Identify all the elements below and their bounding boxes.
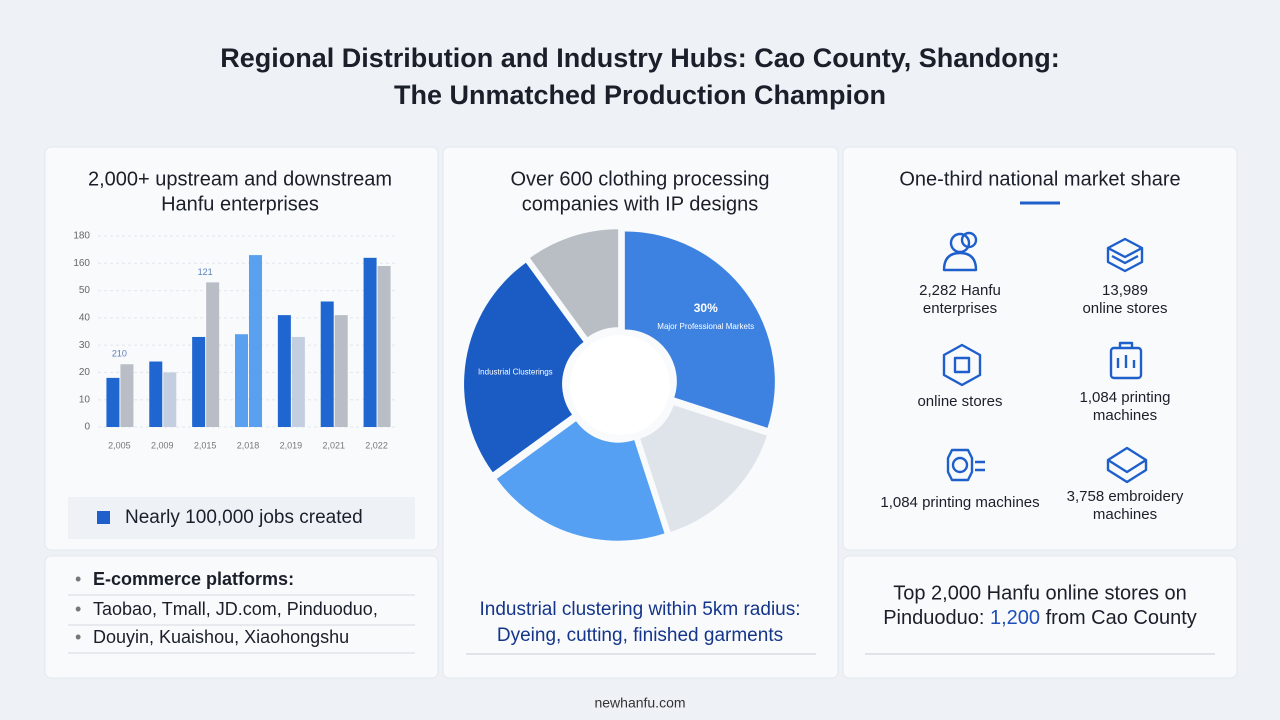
title: The Unmatched Production Champion	[394, 80, 886, 110]
legend-swatch	[97, 511, 110, 524]
platform-item: Taobao, Tmall, JD.com, Pinduoduo,	[93, 599, 378, 619]
x-tick-label: 2,018	[237, 440, 260, 450]
caption: Dyeing, cutting, finished garments	[497, 625, 783, 646]
legend-box	[68, 497, 415, 539]
bar	[206, 282, 220, 427]
icon-embroidery	[1106, 446, 1148, 484]
panel-heading: 2,000+ upstream and downstream	[88, 168, 392, 190]
bar	[106, 377, 120, 427]
market-item: online stores	[1082, 300, 1167, 317]
market-item: 2,282 Hanfu	[919, 282, 1001, 299]
pie-segment	[624, 231, 775, 428]
annotation: 210	[112, 349, 127, 359]
pie-segment	[496, 421, 665, 541]
x-tick-label: 2,009	[151, 440, 174, 450]
bar	[334, 315, 348, 427]
market-item: online stores	[917, 393, 1002, 410]
bullet: •	[75, 599, 81, 619]
x-tick-label: 2,005	[108, 440, 131, 450]
stores-text: Pinduoduo: 1,200 from Cao County	[883, 607, 1197, 629]
y-tick-label: 20	[79, 367, 91, 378]
bullet: •	[75, 627, 81, 647]
stores-text: Pinduoduo:	[883, 607, 990, 629]
stores-text: from Cao County	[1040, 607, 1197, 629]
bar	[192, 336, 206, 427]
x-tick-label: 2,019	[280, 440, 303, 450]
market-item: machines	[1093, 407, 1157, 424]
y-tick-label: 40	[79, 312, 91, 323]
panel-heading: Over 600 clothing processing	[510, 168, 769, 190]
pie-segment	[464, 262, 584, 473]
pie-hole	[570, 335, 670, 435]
icon-gear	[946, 448, 985, 482]
market-item: enterprises	[923, 300, 997, 317]
icon-store	[1106, 237, 1144, 273]
bar	[277, 315, 291, 427]
title: Regional Distribution and Industry Hubs:…	[220, 43, 1059, 73]
market-item: 3,758 embroidery	[1067, 488, 1184, 505]
bar	[377, 266, 391, 427]
bar	[363, 257, 377, 427]
market-item: 13,989	[1102, 282, 1148, 299]
footer: newhanfu.com	[594, 695, 685, 711]
market-item: 1,084 printing machines	[880, 494, 1039, 511]
bar	[249, 255, 262, 427]
y-tick-label: 50	[79, 285, 91, 296]
bar	[163, 372, 177, 427]
bar	[120, 364, 134, 427]
panel-heading: companies with IP designs	[522, 193, 758, 215]
y-tick-label: 0	[84, 422, 90, 433]
segment-label: Industrial Clusterings	[478, 368, 553, 377]
legend-text: Nearly 100,000 jobs created	[125, 507, 363, 528]
icon-machine	[1109, 341, 1143, 380]
panel-heading: One-third national market share	[899, 168, 1180, 190]
y-tick-label: 180	[73, 231, 90, 242]
bar	[149, 361, 163, 427]
panel	[44, 555, 439, 679]
icon-people	[942, 231, 978, 272]
market-item: 1,084 printing	[1080, 389, 1171, 406]
market-item: machines	[1093, 506, 1157, 523]
platform-item: Douyin, Kuaishou, Xiaohongshu	[93, 627, 349, 647]
panel-heading: Hanfu enterprises	[161, 193, 319, 215]
stores-highlight: 1,200	[990, 607, 1040, 629]
data-label: 30%	[694, 301, 718, 315]
x-tick-label: 2,021	[322, 440, 345, 450]
pie-segment	[640, 405, 767, 532]
bar	[291, 336, 305, 427]
segment-label: Major Professional Markets	[657, 322, 754, 331]
panel	[842, 555, 1238, 679]
icon-box	[942, 343, 982, 387]
pie-segment	[529, 229, 619, 338]
annotation: 121	[198, 267, 213, 277]
platform-heading: E-commerce platforms:	[93, 569, 294, 589]
y-tick-label: 10	[79, 394, 91, 405]
caption: Industrial clustering within 5km radius:	[479, 599, 800, 620]
x-tick-label: 2,015	[194, 440, 217, 450]
bar	[320, 301, 334, 427]
y-tick-label: 160	[73, 258, 90, 269]
y-tick-label: 30	[79, 340, 91, 351]
bullet: •	[75, 569, 81, 589]
bar	[235, 334, 248, 427]
panel	[842, 146, 1238, 551]
stores-text: Top 2,000 Hanfu online stores on	[893, 582, 1187, 604]
x-tick-label: 2,022	[365, 440, 388, 450]
